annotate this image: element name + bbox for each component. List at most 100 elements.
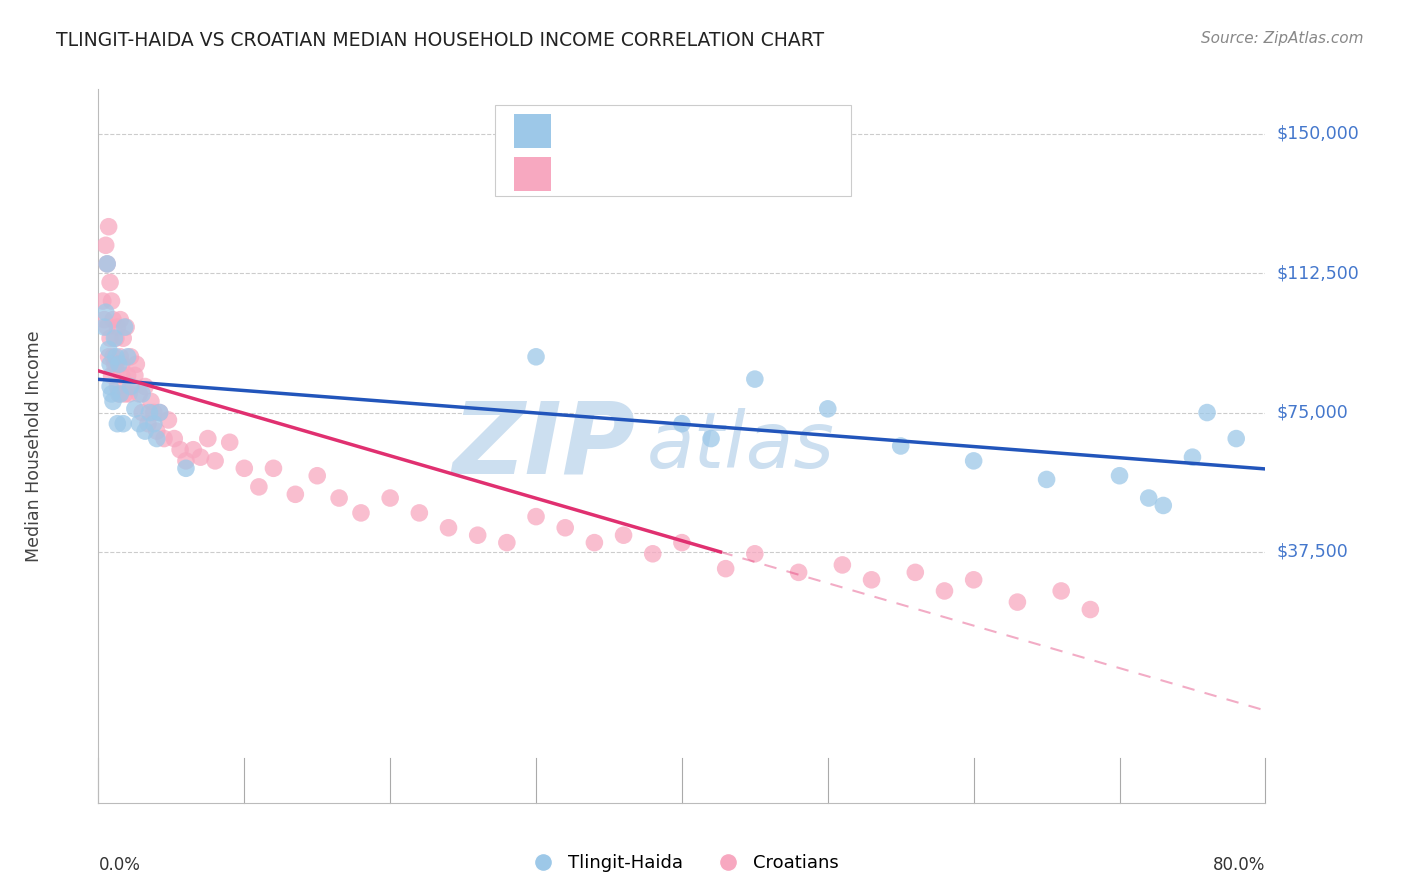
Point xyxy=(495,535,517,549)
FancyBboxPatch shape xyxy=(513,114,551,148)
Point xyxy=(100,387,122,401)
Point xyxy=(104,357,127,371)
Point xyxy=(100,293,122,308)
Point xyxy=(96,257,118,271)
Point xyxy=(262,461,284,475)
Point xyxy=(117,368,139,383)
Point xyxy=(101,350,124,364)
Text: R =: R = xyxy=(564,165,603,183)
Text: 79: 79 xyxy=(748,165,773,183)
Point xyxy=(817,401,839,416)
Point xyxy=(142,405,165,420)
Point xyxy=(583,535,606,549)
Point xyxy=(744,372,766,386)
Point xyxy=(714,562,737,576)
Point xyxy=(233,461,256,475)
Text: N =: N = xyxy=(704,165,744,183)
Point xyxy=(98,331,121,345)
Point xyxy=(108,357,131,371)
Point xyxy=(247,480,270,494)
Point xyxy=(105,379,128,393)
Point xyxy=(328,491,350,505)
Point xyxy=(153,432,176,446)
Text: $150,000: $150,000 xyxy=(1277,125,1360,143)
Point xyxy=(105,320,128,334)
Point xyxy=(103,331,125,345)
Point xyxy=(169,442,191,457)
Text: 0.0%: 0.0% xyxy=(98,856,141,874)
Point xyxy=(98,357,121,371)
Point xyxy=(97,350,120,364)
Point xyxy=(93,320,115,334)
Point xyxy=(101,394,124,409)
Point xyxy=(174,461,197,475)
Point xyxy=(890,439,912,453)
Text: Median Household Income: Median Household Income xyxy=(25,330,44,562)
Point xyxy=(1137,491,1160,505)
Point xyxy=(98,379,121,393)
Point xyxy=(94,305,117,319)
Point xyxy=(120,379,142,393)
Point xyxy=(125,357,148,371)
Point xyxy=(641,547,664,561)
Text: -0.522: -0.522 xyxy=(613,165,678,183)
Point xyxy=(94,238,117,252)
Point xyxy=(1050,583,1073,598)
Point xyxy=(524,350,547,364)
Point xyxy=(114,387,136,401)
Point xyxy=(671,535,693,549)
Point xyxy=(962,454,984,468)
Point xyxy=(104,350,127,364)
Point xyxy=(110,387,132,401)
Point xyxy=(118,387,141,401)
Point xyxy=(108,387,131,401)
Point xyxy=(93,312,115,326)
Point xyxy=(97,343,120,357)
Point xyxy=(860,573,883,587)
Point xyxy=(134,424,156,438)
Point xyxy=(350,506,373,520)
Text: 40: 40 xyxy=(748,122,773,140)
Point xyxy=(101,312,124,326)
Point xyxy=(121,379,143,393)
Point xyxy=(831,558,853,572)
Point xyxy=(554,521,576,535)
Text: R =: R = xyxy=(564,122,603,140)
Point xyxy=(1152,499,1174,513)
Point xyxy=(1035,473,1057,487)
Point xyxy=(128,387,150,401)
Point xyxy=(103,357,125,371)
Point xyxy=(91,293,114,308)
Point xyxy=(467,528,489,542)
Point xyxy=(149,405,172,420)
Text: atlas: atlas xyxy=(647,408,835,484)
Point xyxy=(105,417,128,431)
Point xyxy=(284,487,307,501)
Point xyxy=(120,350,142,364)
Point xyxy=(1181,450,1204,464)
Point xyxy=(181,442,204,457)
Point xyxy=(134,379,156,393)
Point xyxy=(190,450,212,464)
FancyBboxPatch shape xyxy=(513,157,551,191)
Legend: Tlingit-Haida, Croatians: Tlingit-Haida, Croatians xyxy=(517,847,846,880)
Text: $37,500: $37,500 xyxy=(1277,543,1348,561)
Point xyxy=(204,454,226,468)
Point xyxy=(146,424,169,438)
Point xyxy=(97,219,120,234)
Text: 80.0%: 80.0% xyxy=(1213,856,1265,874)
Point xyxy=(149,405,172,420)
Point xyxy=(1108,468,1130,483)
FancyBboxPatch shape xyxy=(495,105,851,196)
Point xyxy=(307,468,329,483)
Point xyxy=(671,417,693,431)
Point xyxy=(437,521,460,535)
Point xyxy=(138,405,160,420)
Point xyxy=(218,435,240,450)
Point xyxy=(146,432,169,446)
Point xyxy=(744,547,766,561)
Point xyxy=(117,350,139,364)
Point xyxy=(378,491,402,505)
Point xyxy=(157,413,180,427)
Point xyxy=(612,528,634,542)
